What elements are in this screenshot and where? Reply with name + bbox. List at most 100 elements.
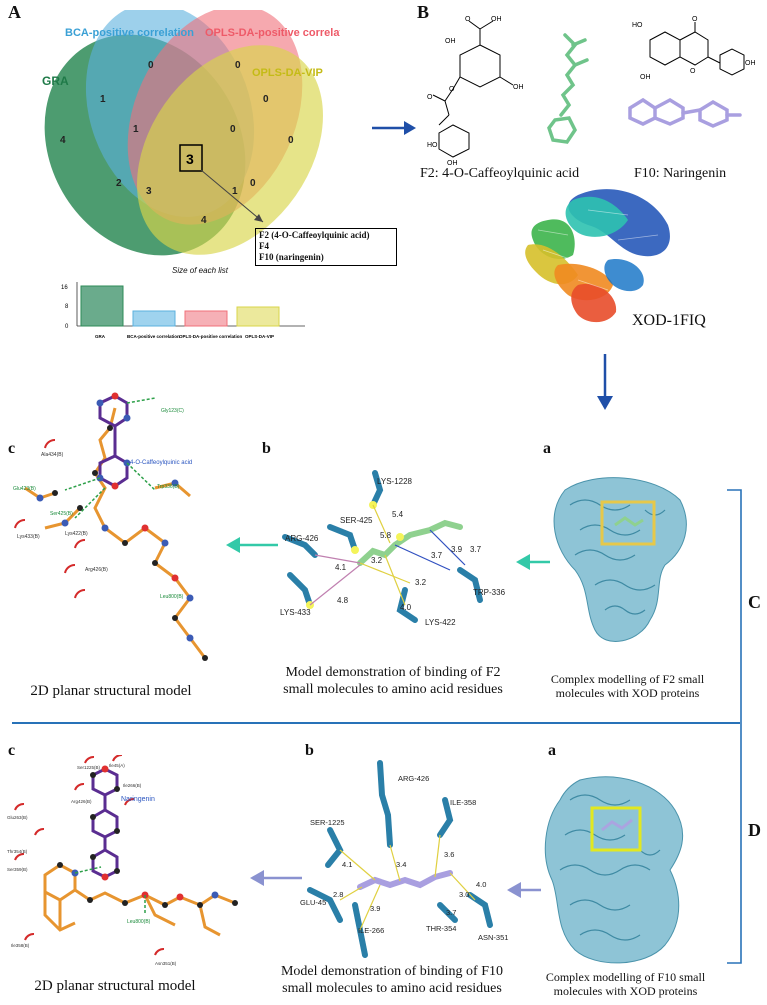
atom-node [52, 490, 58, 496]
bar-opls-pos [184, 310, 228, 327]
distance-label: 4.0 [476, 880, 486, 889]
venn-count: 1 [100, 94, 106, 105]
f2-atom: OH [447, 160, 458, 165]
venn-count: 4 [201, 215, 207, 226]
venn-count: 0 [250, 178, 256, 189]
f2-label: F2: 4-O-Caffeoylquinic acid [420, 166, 580, 181]
row-c-caption-b: Model demonstration of binding of F2 sma… [258, 665, 528, 699]
atom-node [77, 505, 83, 511]
residue-3d-label: LYS-1228 [377, 477, 413, 486]
residue-label: Lys433(B) [17, 534, 40, 540]
residue-3d-label: ASN-351 [478, 933, 508, 942]
f10-structure: HO O OH O OH [632, 16, 756, 81]
atom-node [101, 873, 109, 881]
row-c-protein-complex [553, 477, 687, 642]
residue-3d-label: ARG-426 [285, 534, 319, 543]
f2-structure: OH O OH OH O O HO OH [427, 16, 524, 165]
f10-atom: O [692, 16, 698, 23]
row-d-protein-complex [544, 776, 684, 964]
row-d-caption-a-line2: molecules with XOD proteins [553, 984, 698, 999]
arrow-a-to-b [372, 121, 416, 135]
bar-label-opls-vip: OPLS-DA-VIP [245, 334, 274, 339]
venn-set-opls-vip [137, 45, 323, 255]
row-c-caption-a-line1: Complex modelling of F2 small [550, 672, 705, 686]
atom-node [90, 854, 96, 860]
venn-count: 1 [232, 186, 238, 197]
distance-label: 3.6 [444, 850, 454, 859]
residue-label: Arg426(B) [71, 799, 92, 804]
distance-label: 3.2 [415, 578, 427, 587]
distance-label: 4.0 [400, 603, 412, 612]
ligand-in-site [601, 818, 633, 832]
residue-3d-label: GLU-45 [300, 898, 326, 907]
atom-node [123, 414, 131, 422]
residue-label: Leu800(B) [160, 594, 184, 600]
venn-label-gra: GRA [42, 74, 69, 88]
row-divider [12, 722, 740, 724]
residue-label: Lys422(B) [65, 531, 88, 537]
row-c-caption-a: Complex modelling of F2 small molecules … [530, 672, 725, 701]
residue-label: Arg426(B) [85, 567, 108, 573]
residue-3d-label: ILE-358 [450, 798, 476, 807]
bar-bca [132, 310, 176, 327]
venn-count: 0 [235, 60, 241, 71]
row-d-caption-a: Complex modelling of F10 small molecules… [528, 970, 723, 999]
ligand-in-site [614, 516, 644, 527]
residue-3d-label: SER-425 [340, 516, 373, 525]
residue-label: Ser359(B) [7, 867, 28, 872]
binding-site-box [590, 806, 642, 852]
f2-atom: OH [491, 16, 502, 23]
venn-label-opls-vip: OPLS-DA-VIP [252, 67, 323, 79]
venn-callout-line [200, 169, 264, 223]
venn-count: 0 [230, 124, 236, 135]
callout-f10: F10 (naringenin) [259, 252, 324, 262]
distance-label: 4.1 [335, 563, 347, 572]
distance-label: 3.0 [459, 890, 469, 899]
venn-label-bca: BCA-positive correlation [65, 27, 194, 39]
bar-label-bca: BCA-positive correlation [127, 334, 180, 339]
distance-label: 4.8 [337, 596, 349, 605]
contact-point [351, 546, 359, 554]
atom-node [186, 594, 194, 602]
arrow-b-down [597, 354, 613, 410]
residue-label: Trp336(B) [157, 484, 180, 490]
row-c-3d-binding: LYS-1228 SER-425 ARG-426 LYS-433 LYS-422… [280, 470, 506, 627]
row-d-caption-b-line1: Model demonstration of binding of F10 [280, 964, 504, 979]
side-label-c: C [748, 592, 761, 612]
distance-label: 3.2 [371, 556, 383, 565]
venn-diagram: BCA-positive correlation OPLS-DA-positiv… [42, 10, 340, 256]
atom-node [171, 479, 179, 487]
venn-count: 4 [60, 135, 66, 146]
atom-node [101, 524, 109, 532]
row-d-letter-a: a [548, 742, 556, 759]
residue-label: Gly123(C) [161, 408, 184, 414]
distance-label: 3.7 [431, 551, 443, 560]
f2-atom: O [427, 94, 433, 101]
size-bar-chart: 16 8 0 GRA BCA-positive correlation OPLS… [61, 282, 305, 339]
callout-f4: F4 [259, 241, 269, 251]
group-bracket [727, 489, 742, 964]
residue-label: Glu423(B) [13, 486, 36, 492]
ligand-name: 4-O-Caffeoylquinic acid [130, 460, 192, 466]
row-c-caption-a-line2: molecules with XOD proteins [555, 686, 700, 701]
venn-count: 0 [263, 94, 269, 105]
atom-node [161, 539, 169, 547]
row-d-caption-a-line1: Complex modelling of F10 small [545, 970, 706, 984]
bar-tick: 16 [61, 285, 68, 291]
xod-protein-ribbon [525, 189, 670, 323]
arrow-row-d-b-to-c [250, 870, 302, 886]
panel-b-letter: B [417, 2, 430, 22]
row-c-letter-c: c [8, 440, 16, 457]
row-d-caption-b-line2: small molecules to amino acid residues [282, 980, 502, 996]
row-d-caption-b: Model demonstration of binding of F10 sm… [258, 964, 526, 998]
residue-label: Ile266(B) [123, 783, 142, 788]
atom-node [122, 900, 128, 906]
row-d-caption-c: 2D planar structural model [34, 978, 196, 994]
contact-point [396, 533, 404, 541]
distance-label: 3.4 [396, 860, 406, 869]
residue-3d-label: LYS-433 [280, 608, 311, 617]
row-c-letter-b: b [262, 440, 271, 457]
residue-label: Asn351(B) [155, 961, 177, 966]
distance-label: 5.4 [392, 510, 404, 519]
atom-node [176, 893, 184, 901]
